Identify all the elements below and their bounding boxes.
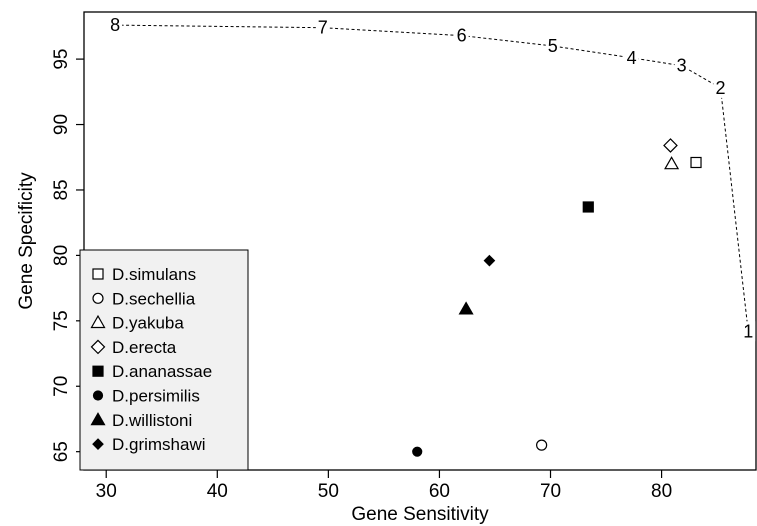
curve-label-bg — [713, 77, 728, 98]
legend-entry: D.persimilis — [112, 387, 200, 406]
data-point — [582, 201, 594, 213]
curve-point-label: 7 — [318, 18, 328, 38]
legend-marker — [90, 314, 106, 329]
data-point — [483, 254, 496, 267]
legend: D.simulans D.sechellia D.yakuba D.erecta D.a… — [79, 249, 249, 471]
y-tick-label: 85 — [51, 179, 72, 200]
y-tick-label: 95 — [51, 49, 72, 70]
legend-marker — [90, 412, 106, 426]
legend-entry: D.willistoni — [112, 411, 192, 430]
y-tick-label: 65 — [51, 441, 72, 462]
legend-entry: D.yakuba — [112, 314, 184, 333]
curve-label-bg — [674, 55, 689, 76]
legend-marker — [92, 438, 104, 450]
data-point — [536, 439, 548, 451]
legend-marker — [92, 268, 104, 280]
data-points — [412, 138, 702, 457]
curve-label-bg — [545, 36, 560, 57]
data-point — [663, 138, 678, 153]
legend-marker — [90, 339, 106, 355]
x-tick-label: 50 — [318, 481, 339, 502]
curve-point-label: 6 — [457, 26, 467, 46]
legend-marker — [92, 390, 104, 401]
curve-point-label: 4 — [627, 48, 637, 68]
legend-entry: D.sechellia — [112, 289, 196, 308]
data-point — [458, 301, 474, 315]
curve-point-label: 3 — [677, 56, 687, 76]
x-axis-label: Gene Sensitivity — [351, 504, 489, 525]
axis-ticks: 30 40 50 60 70 80 65 70 75 80 85 90 95 — [51, 49, 672, 502]
x-tick-label: 60 — [429, 481, 450, 502]
y-tick-label: 70 — [51, 376, 72, 397]
y-tick-label: 80 — [51, 245, 72, 266]
y-tick-label: 75 — [51, 310, 72, 331]
y-tick-label: 90 — [51, 114, 72, 135]
y-axis-label: Gene Specificity — [16, 172, 37, 310]
data-point — [412, 446, 423, 457]
legend-entry: D.erecta — [112, 338, 177, 357]
curve-label-bg — [315, 17, 330, 38]
curve-label-bg — [624, 47, 639, 68]
legend-entry: D.ananassae — [112, 362, 212, 381]
x-tick-label: 80 — [651, 481, 672, 502]
legend-marker — [92, 365, 104, 377]
data-point — [664, 156, 680, 170]
legend-box — [79, 249, 249, 471]
x-tick-label: 70 — [540, 481, 561, 502]
legend-entry: D.grimshawi — [112, 435, 206, 454]
curve-point-label: 2 — [715, 78, 725, 98]
curve-label-bg — [741, 321, 756, 342]
plot-frame — [83, 11, 757, 471]
curve-label-bg — [454, 25, 469, 46]
sensitivity-specificity-curve: 8 7 6 5 4 3 2 1 — [108, 15, 756, 342]
x-tick-label: 40 — [207, 481, 228, 502]
x-tick-label: 30 — [96, 481, 117, 502]
legend-marker — [92, 292, 104, 304]
curve-point-label: 5 — [548, 36, 558, 56]
curve-point-label: 1 — [743, 321, 753, 341]
curve-point-label: 8 — [110, 15, 120, 35]
curve-label-bg — [108, 15, 123, 36]
data-point — [690, 156, 702, 169]
legend-entry: D.simulans — [112, 265, 196, 284]
